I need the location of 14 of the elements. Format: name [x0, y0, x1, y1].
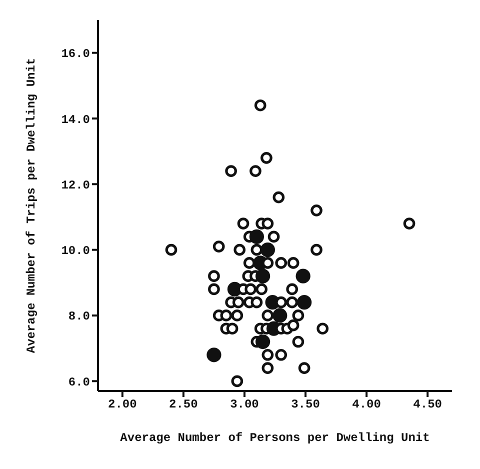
x-axis-title: Average Number of Persons per Dwelling Unit — [120, 431, 430, 445]
x-tick-label: 2.50 — [169, 398, 198, 412]
x-tick-label: 2.00 — [108, 398, 137, 412]
y-tick-label: 8.0 — [68, 310, 90, 324]
x-tick-label: 4.50 — [413, 398, 442, 412]
x-tick-label: 3.50 — [291, 398, 320, 412]
y-axis-title: Average Number of Trips per Dwelling Unit — [24, 58, 38, 354]
y-tick-label: 6.0 — [68, 375, 90, 390]
x-tick-label: 3.00 — [230, 398, 259, 412]
y-tick-label: 12.0 — [61, 178, 90, 192]
y-tick-label: 16.0 — [61, 47, 90, 62]
y-tick-label: 10.0 — [61, 244, 90, 258]
y-tick-label: 14.0 — [61, 112, 90, 127]
x-tick-label: 4.00 — [352, 398, 381, 412]
